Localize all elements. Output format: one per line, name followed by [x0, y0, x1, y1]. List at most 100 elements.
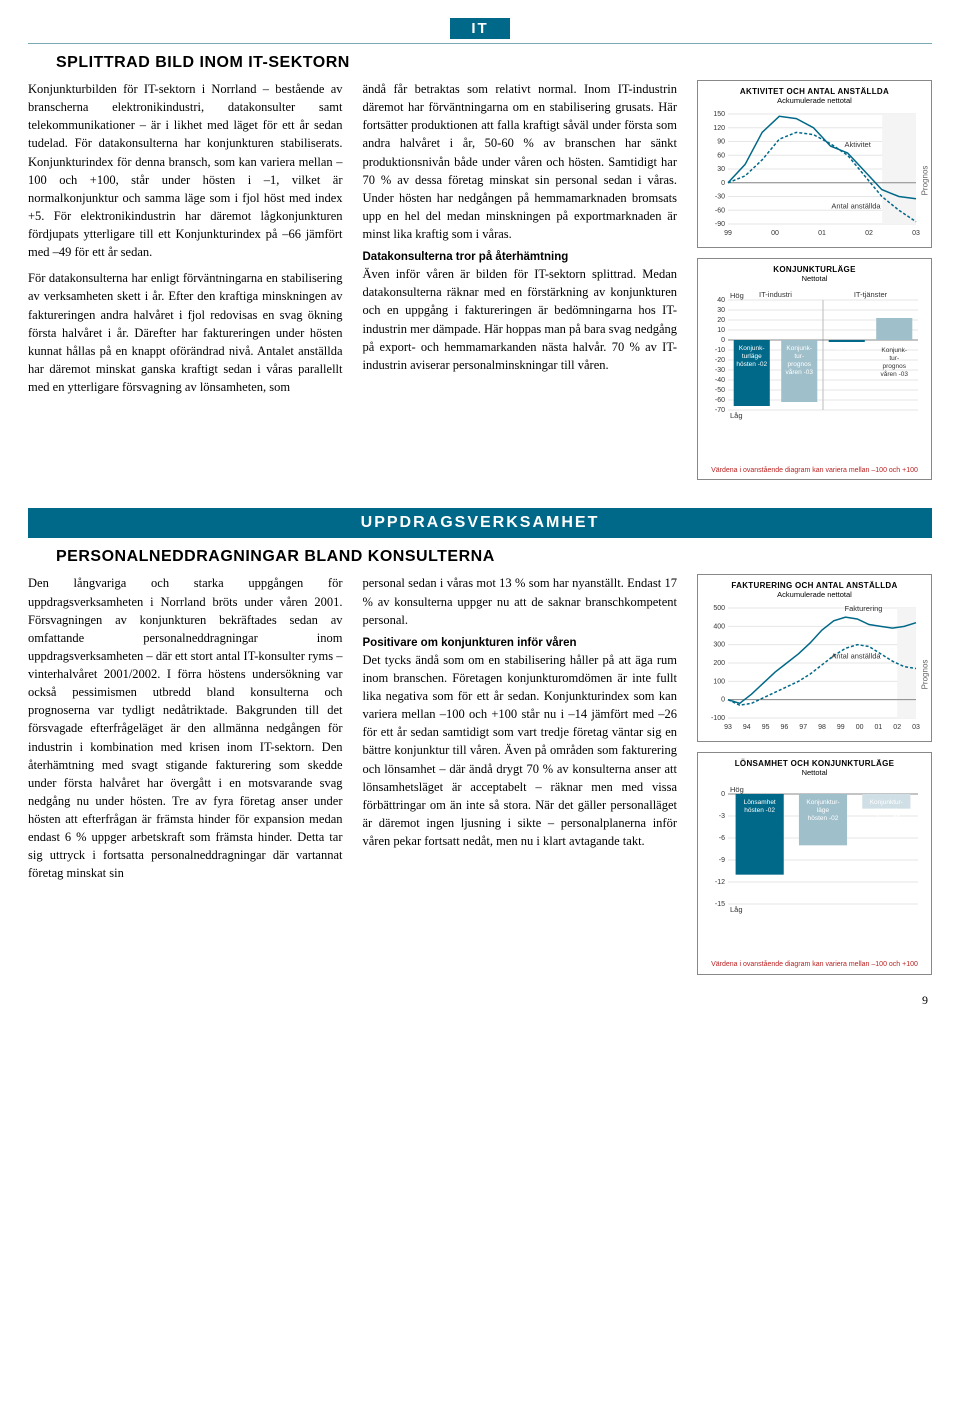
svg-text:120: 120: [713, 125, 725, 132]
svg-text:02: 02: [865, 230, 873, 237]
svg-text:hösten -02: hösten -02: [736, 361, 767, 368]
bar-chart: -15-12-9-6-30HögLågLönsamhethösten -02Ko…: [702, 780, 927, 959]
chart-footnote: Värdena i ovanstående diagram kan varier…: [702, 467, 927, 475]
svg-text:03: 03: [912, 230, 920, 237]
svg-text:prognos: prognos: [875, 807, 899, 814]
uppdrag-chart-lonsamhet: LÖNSAMHET OCH KONJUNKTURLÄGE Nettotal -1…: [697, 752, 932, 974]
svg-text:-9: -9: [719, 857, 725, 864]
uppdrag-chart-fakturering: FAKTURERING OCH ANTAL ANSTÄLLDA Ackumule…: [697, 574, 932, 742]
svg-text:läge: läge: [817, 807, 830, 814]
chart-subtitle: Nettotal: [702, 768, 927, 777]
page-number: 9: [28, 985, 932, 1012]
svg-text:97: 97: [799, 724, 807, 731]
it-charts: AKTIVITET OCH ANTAL ANSTÄLLDA Ackumulera…: [697, 80, 932, 490]
uppdrag-col1: Den långvariga och starka uppgången för …: [28, 574, 343, 984]
svg-text:-60: -60: [715, 207, 725, 214]
svg-text:Låg: Låg: [730, 411, 743, 420]
chart-footnote: Värdena i ovanstående diagram kan varier…: [702, 961, 927, 969]
svg-text:94: 94: [743, 724, 751, 731]
svg-text:Fakturering: Fakturering: [845, 605, 883, 614]
svg-text:-50: -50: [715, 387, 725, 394]
it-col1: Konjunkturbilden för IT-sektorn i Norrla…: [28, 80, 343, 490]
svg-text:-30: -30: [715, 367, 725, 374]
svg-text:-3: -3: [719, 813, 725, 820]
svg-text:40: 40: [717, 297, 725, 304]
svg-text:Konjunk-: Konjunk-: [834, 345, 860, 352]
svg-text:hösten -02: hösten -02: [744, 807, 775, 814]
svg-text:150: 150: [713, 111, 725, 118]
svg-text:00: 00: [771, 230, 779, 237]
svg-text:-70: -70: [715, 407, 725, 414]
svg-text:Antal anställda: Antal anställda: [831, 652, 881, 661]
svg-text:98: 98: [818, 724, 826, 731]
svg-text:96: 96: [781, 724, 789, 731]
section-tag-it: IT: [450, 18, 510, 39]
svg-text:våren -03: våren -03: [786, 368, 814, 376]
chart-subtitle: Ackumulerade nettotal: [702, 590, 927, 599]
para: Den långvariga och starka uppgången för …: [28, 574, 343, 882]
svg-text:-90: -90: [715, 221, 725, 228]
subhead: Datakonsulterna tror på återhämtning: [363, 251, 678, 263]
svg-text:90: 90: [717, 139, 725, 146]
chart-title: AKTIVITET OCH ANTAL ANSTÄLLDA: [702, 87, 927, 96]
svg-text:tur-: tur-: [889, 355, 899, 362]
svg-text:våren -03: våren -03: [873, 814, 901, 822]
headline-uppdrag: PERSONALNEDDRAGNINGAR BLAND KONSULTERNA: [56, 548, 932, 566]
svg-text:IT-tjänster: IT-tjänster: [854, 290, 888, 299]
svg-text:0: 0: [721, 791, 725, 798]
svg-text:20: 20: [717, 317, 725, 324]
chart-title: LÖNSAMHET OCH KONJUNKTURLÄGE: [702, 759, 927, 768]
svg-text:-20: -20: [715, 357, 725, 364]
svg-text:400: 400: [713, 624, 725, 631]
it-col2: ändå får betraktas som relativt normal. …: [363, 80, 678, 490]
svg-text:0: 0: [721, 337, 725, 344]
para: ändå får betraktas som relativt normal. …: [363, 80, 678, 243]
svg-text:03: 03: [912, 724, 920, 731]
svg-text:Låg: Låg: [730, 905, 743, 914]
svg-text:Konjunk-: Konjunk-: [881, 347, 907, 354]
para: Konjunkturbilden för IT-sektorn i Norrla…: [28, 80, 343, 261]
svg-text:Konjunktur-: Konjunktur-: [870, 799, 903, 806]
svg-text:prognos: prognos: [788, 361, 812, 368]
headline-it: SPLITTRAD BILD INOM IT-SEKTORN: [56, 54, 932, 72]
svg-text:0: 0: [721, 697, 725, 704]
svg-text:100: 100: [713, 679, 725, 686]
section-band-uppdrag: UPPDRAGSVERKSAMHET: [28, 508, 932, 538]
line-chart: -100010020030040050093949596979899000102…: [702, 602, 927, 737]
svg-text:02: 02: [893, 724, 901, 731]
svg-text:500: 500: [713, 605, 725, 612]
svg-text:200: 200: [713, 660, 725, 667]
svg-text:-12: -12: [715, 879, 725, 886]
svg-text:10: 10: [717, 327, 725, 334]
svg-text:Antal anställda: Antal anställda: [831, 202, 881, 211]
svg-text:Hög: Hög: [730, 291, 744, 300]
uppdrag-col2: personal sedan i våras mot 13 % som har …: [363, 574, 678, 984]
svg-text:Konjunk-: Konjunk-: [739, 345, 765, 352]
para: Det tycks ändå som om en stabilisering h…: [363, 651, 678, 850]
svg-text:Aktivitet: Aktivitet: [845, 140, 872, 149]
svg-text:Lönsamhet: Lönsamhet: [744, 799, 776, 806]
svg-text:-30: -30: [715, 194, 725, 201]
svg-text:95: 95: [762, 724, 770, 731]
svg-text:99: 99: [837, 724, 845, 731]
svg-text:-100: -100: [711, 715, 725, 722]
svg-text:30: 30: [717, 166, 725, 173]
para: personal sedan i våras mot 13 % som har …: [363, 574, 678, 628]
svg-text:hösten -02: hösten -02: [831, 361, 862, 368]
svg-text:30: 30: [717, 307, 725, 314]
svg-text:hösten -02: hösten -02: [808, 815, 839, 822]
svg-text:våren -03: våren -03: [881, 370, 909, 378]
chart-subtitle: Nettotal: [702, 274, 927, 283]
svg-text:300: 300: [713, 642, 725, 649]
svg-text:0: 0: [721, 180, 725, 187]
svg-text:01: 01: [875, 724, 883, 731]
bar-chart: -70-60-50-40-30-20-10010203040HögLågIT-i…: [702, 286, 927, 465]
svg-text:prognos: prognos: [883, 363, 907, 370]
svg-text:-40: -40: [715, 377, 725, 384]
uppdrag-charts: FAKTURERING OCH ANTAL ANSTÄLLDA Ackumule…: [697, 574, 932, 984]
it-chart-activity: AKTIVITET OCH ANTAL ANSTÄLLDA Ackumulera…: [697, 80, 932, 248]
it-chart-konjunktur: KONJUNKTURLÄGE Nettotal -70-60-50-40-30-…: [697, 258, 932, 480]
svg-text:Hög: Hög: [730, 785, 744, 794]
svg-text:-15: -15: [715, 901, 725, 908]
svg-text:99: 99: [724, 230, 732, 237]
